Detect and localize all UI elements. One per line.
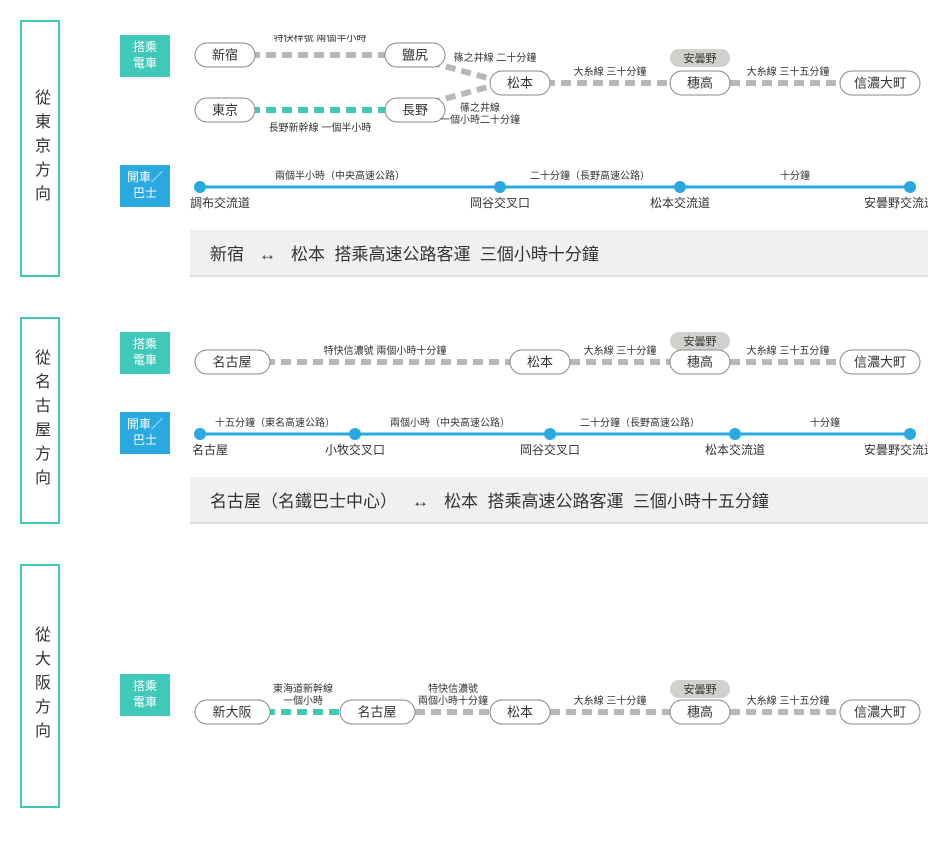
- svg-text:東海道新幹線: 東海道新幹線: [273, 682, 333, 695]
- svg-text:一個小時: 一個小時: [283, 694, 323, 707]
- svg-text:名古屋: 名古屋: [212, 354, 251, 369]
- svg-text:大糸線 三十分鐘: 大糸線 三十分鐘: [574, 65, 647, 78]
- svg-text:大糸線 三十分鐘: 大糸線 三十分鐘: [584, 344, 657, 357]
- badge-train: 搭乘 電車: [120, 674, 170, 716]
- svg-text:調布交流道: 調布交流道: [190, 195, 250, 210]
- svg-text:篠之井線: 篠之井線: [460, 101, 500, 114]
- svg-text:名古屋: 名古屋: [357, 704, 396, 719]
- svg-text:兩個小時（中央高速公路）: 兩個小時（中央高速公路）: [390, 416, 510, 429]
- bus-row: 開車／ 巴士 名古屋 小牧交叉口 岡谷交叉口 松本交流道 安曇野交流道 十五分鐘…: [120, 412, 928, 457]
- svg-text:岡谷交叉口: 岡谷交叉口: [520, 442, 580, 457]
- svg-text:二十分鐘（長野高速公路）: 二十分鐘（長野高速公路）: [580, 416, 700, 429]
- svg-text:一個小時二十分鐘: 一個小時二十分鐘: [440, 113, 520, 126]
- bus-diagram-tokyo: 調布交流道 岡谷交叉口 松本交流道 安曇野交流道 兩個半小時（中央高速公路） 二…: [190, 165, 928, 210]
- train-diagram-osaka: 新大阪 名古屋 松本 安曇野 穗高 信濃大町 東海道新幹線 一個小時 特快信濃號…: [190, 674, 928, 729]
- svg-text:特快梓號 兩個半小時: 特快梓號 兩個半小時: [274, 35, 367, 44]
- svg-text:大糸線 三十五分鐘: 大糸線 三十五分鐘: [747, 344, 830, 357]
- train-row: 搭乘 電車 新大阪 名古屋 松本 安曇野 穗高: [120, 674, 928, 729]
- svg-text:穗高: 穗高: [687, 75, 713, 90]
- svg-text:名古屋: 名古屋: [192, 442, 228, 457]
- svg-text:大糸線 三十五分鐘: 大糸線 三十五分鐘: [747, 65, 830, 78]
- svg-text:信濃大町: 信濃大町: [854, 75, 906, 90]
- bus-row: 開車／ 巴士 調布交流道 岡谷交叉口 松本交流道 安曇野交流道 兩個半小時（中央…: [120, 165, 928, 210]
- svg-text:特快信濃號 兩個小時十分鐘: 特快信濃號 兩個小時十分鐘: [324, 344, 447, 357]
- badge-bus: 開車／ 巴士: [120, 412, 170, 454]
- svg-text:信濃大町: 信濃大町: [854, 704, 906, 719]
- svg-text:松本交流道: 松本交流道: [650, 195, 710, 210]
- svg-text:新宿: 新宿: [212, 47, 238, 62]
- badge-train: 搭乘 電車: [120, 35, 170, 77]
- svg-text:大糸線 三十五分鐘: 大糸線 三十五分鐘: [747, 694, 830, 707]
- svg-text:兩個小時十分鐘: 兩個小時十分鐘: [418, 694, 488, 707]
- svg-text:信濃大町: 信濃大町: [854, 354, 906, 369]
- svg-text:松本: 松本: [507, 704, 533, 719]
- svg-text:十分鐘: 十分鐘: [810, 416, 840, 429]
- bus-diagram-nagoya: 名古屋 小牧交叉口 岡谷交叉口 松本交流道 安曇野交流道 十五分鐘（東名高速公路…: [190, 412, 928, 457]
- direction-label: 從名古屋方向: [20, 317, 60, 524]
- svg-text:松本: 松本: [507, 75, 533, 90]
- svg-text:鹽尻: 鹽尻: [402, 47, 428, 62]
- train-row: 搭乘 電車 新宿 東京 鹽尻: [120, 35, 928, 135]
- badge-train: 搭乘 電車: [120, 332, 170, 374]
- summary-box: 新宿↔松本 搭乘高速公路客運 三個小時十分鐘: [190, 230, 928, 277]
- svg-text:安曇野: 安曇野: [684, 334, 717, 348]
- section-nagoya: 從名古屋方向 搭乘 電車 名古屋 松本 安曇野 穗高 信濃大町: [20, 317, 908, 524]
- svg-text:篠之井線 二十分鐘: 篠之井線 二十分鐘: [454, 51, 537, 64]
- train-row: 搭乘 電車 名古屋 松本 安曇野 穗高 信濃大町 特快信濃號 兩個小時十: [120, 332, 928, 382]
- svg-text:大糸線 三十分鐘: 大糸線 三十分鐘: [574, 694, 647, 707]
- direction-label: 從東京方向: [20, 20, 60, 277]
- svg-text:二十分鐘（長野高速公路）: 二十分鐘（長野高速公路）: [530, 169, 650, 182]
- svg-text:穗高: 穗高: [687, 354, 713, 369]
- svg-text:岡谷交叉口: 岡谷交叉口: [470, 195, 530, 210]
- train-diagram-nagoya: 名古屋 松本 安曇野 穗高 信濃大町 特快信濃號 兩個小時十分鐘 大糸線 三十分…: [190, 332, 928, 382]
- svg-text:安曇野交流道: 安曇野交流道: [864, 442, 928, 457]
- svg-text:安曇野: 安曇野: [684, 682, 717, 696]
- summary-box: 名古屋（名鐵巴士中心）↔松本 搭乘高速公路客運 三個小時十五分鐘: [190, 477, 928, 524]
- section-tokyo: 從東京方向 搭乘 電車 新宿 東京: [20, 20, 908, 277]
- svg-text:松本: 松本: [527, 354, 553, 369]
- svg-text:新大阪: 新大阪: [212, 704, 251, 719]
- svg-text:小牧交叉口: 小牧交叉口: [325, 442, 385, 457]
- svg-text:特快信濃號: 特快信濃號: [428, 682, 478, 695]
- svg-text:長野: 長野: [402, 102, 428, 117]
- svg-text:穗高: 穗高: [687, 704, 713, 719]
- svg-text:安曇野: 安曇野: [684, 51, 717, 65]
- svg-text:十分鐘: 十分鐘: [780, 169, 810, 182]
- svg-text:長野新幹線 一個半小時: 長野新幹線 一個半小時: [269, 121, 372, 134]
- section-osaka: 從大阪方向 搭乘 電車 新大阪 名古屋 松本 安曇野: [20, 564, 908, 808]
- train-diagram-tokyo: 新宿 東京 鹽尻 長野 松本 安曇野 穗高 信濃大町 特快梓號: [190, 35, 928, 135]
- direction-label: 從大阪方向: [20, 564, 60, 808]
- svg-text:松本交流道: 松本交流道: [705, 442, 765, 457]
- svg-text:十五分鐘（東名高速公路）: 十五分鐘（東名高速公路）: [215, 416, 335, 429]
- svg-text:兩個半小時（中央高速公路）: 兩個半小時（中央高速公路）: [275, 169, 405, 182]
- svg-text:東京: 東京: [212, 102, 238, 117]
- svg-text:安曇野交流道: 安曇野交流道: [864, 195, 928, 210]
- badge-bus: 開車／ 巴士: [120, 165, 170, 207]
